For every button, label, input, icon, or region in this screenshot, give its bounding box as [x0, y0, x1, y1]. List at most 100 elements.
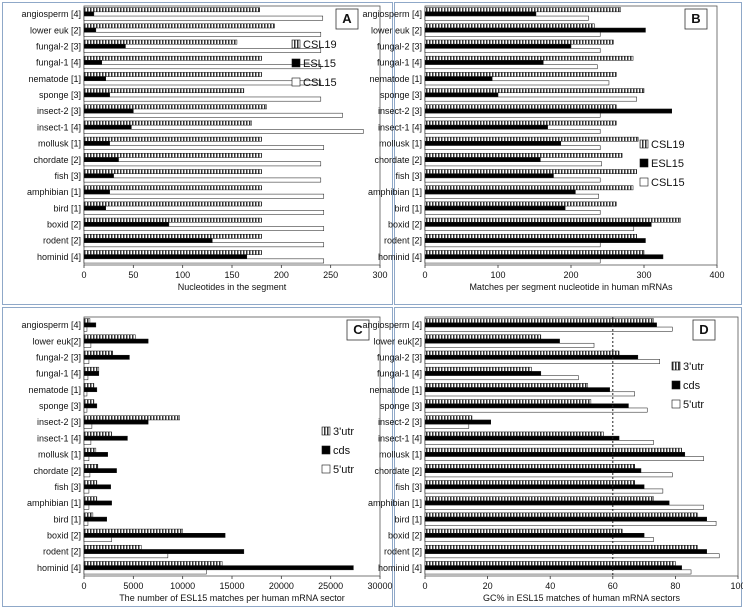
bar-cds — [424, 354, 639, 360]
category-label: insect-1 [4] — [378, 122, 422, 132]
category-label: fungal-2 [3] — [377, 352, 422, 362]
bar-esl15 — [424, 254, 664, 260]
bar-3utr — [83, 431, 112, 437]
bar-3utr — [424, 399, 592, 405]
x-tick-label: 80 — [670, 581, 680, 591]
legend-label: 5'utr — [333, 464, 354, 476]
bar-csl19 — [424, 104, 617, 110]
category-label: lower euk [2] — [30, 25, 81, 35]
bar-esl15 — [424, 189, 576, 195]
category-label: insect-1 [4] — [378, 433, 422, 443]
bar-csl19 — [83, 55, 262, 61]
bar-csl15 — [424, 210, 601, 215]
bar-3utr — [424, 512, 698, 518]
bar-esl15 — [83, 124, 132, 130]
bar-csl15 — [83, 129, 364, 134]
category-label: hominid [4] — [37, 252, 81, 262]
category-label: chordate [2] — [33, 155, 81, 165]
x-tick-label: 250 — [323, 270, 338, 280]
bar-csl19 — [83, 169, 262, 174]
legend-swatch — [639, 139, 649, 149]
bar-csl19 — [83, 185, 262, 191]
x-axis-label: Matches per segment nucleotide in human … — [469, 282, 673, 292]
x-tick-label: 25000 — [318, 581, 343, 591]
x-tick-label: 200 — [563, 270, 578, 280]
panel-D: angiosperm [4] lower euk[2] fungal-2 [3] fu… — [362, 307, 743, 607]
bar-csl19 — [83, 39, 238, 45]
category-label: fish [3] — [395, 171, 422, 181]
bar-5utr — [424, 423, 470, 429]
x-tick-label: 10000 — [170, 581, 195, 591]
category-label: fungal-1 [4] — [377, 58, 422, 68]
category-label: chordate [2] — [374, 466, 422, 476]
bar-esl15 — [83, 141, 110, 146]
category-label: bird [1] — [53, 514, 81, 524]
bar-csl15 — [424, 258, 601, 264]
bar-cds — [424, 533, 645, 538]
bar-csl15 — [83, 177, 322, 183]
bar-esl15 — [83, 173, 114, 179]
bar-5utr — [83, 423, 93, 429]
bar-csl19 — [424, 217, 681, 223]
bar-cds — [424, 516, 707, 522]
bar-csl15 — [424, 31, 601, 37]
bar-5utr — [83, 375, 89, 381]
bar-3utr — [83, 544, 142, 550]
bar-csl19 — [83, 201, 262, 207]
panel-letter-box — [346, 319, 370, 341]
bar-csl19 — [83, 153, 262, 158]
x-tick-label: 30000 — [367, 581, 392, 591]
bar-cds — [83, 403, 98, 409]
bar-csl15 — [424, 64, 598, 70]
bar-5utr — [424, 521, 717, 526]
bar-3utr — [83, 318, 91, 324]
bar-esl15 — [83, 222, 170, 227]
bar-esl15 — [83, 189, 110, 195]
bar-3utr — [424, 366, 532, 372]
bar-csl19 — [424, 185, 634, 191]
bar-5utr — [424, 504, 704, 510]
bar-esl15 — [424, 124, 548, 130]
bar-esl15 — [83, 92, 110, 98]
bar-csl19 — [424, 136, 639, 142]
bar-5utr — [83, 488, 90, 494]
bar-csl15 — [424, 145, 601, 150]
category-label: amphibian [1] — [27, 187, 81, 197]
x-tick-label: 100 — [175, 270, 190, 280]
category-label: amphibian [1] — [368, 187, 422, 197]
bar-3utr — [424, 464, 635, 469]
category-label: boxid [2] — [47, 220, 81, 230]
bar-csl19 — [424, 39, 614, 45]
category-label: insect-1 [4] — [37, 433, 81, 443]
bar-5utr — [83, 407, 88, 413]
bar-esl15 — [83, 108, 134, 114]
bar-5utr — [83, 472, 91, 478]
bar-cds — [83, 354, 130, 360]
legend-swatch — [321, 445, 331, 455]
bar-csl15 — [83, 226, 325, 231]
panel-A: angiosperm [4] lower euk [2] fungal-2 [3] f… — [2, 2, 393, 305]
bar-3utr — [424, 528, 623, 534]
x-tick-label: 300 — [636, 270, 651, 280]
x-tick-label: 0 — [81, 270, 86, 280]
category-label: nematode [1] — [369, 74, 422, 84]
legend-swatch — [671, 399, 681, 409]
bar-csl19 — [83, 217, 262, 223]
category-label: insect-2 [3] — [378, 417, 422, 427]
panel-frame — [2, 2, 393, 305]
bar-csl19 — [83, 250, 262, 255]
bar-5utr — [424, 553, 720, 559]
bar-5utr — [83, 521, 89, 526]
bar-5utr — [424, 407, 648, 413]
category-label: sponge [3] — [380, 90, 422, 100]
bar-5utr — [424, 391, 635, 397]
bar-5utr — [83, 553, 169, 559]
panel-letter: D — [699, 322, 708, 337]
bar-esl15 — [83, 27, 97, 33]
x-tick-label: 200 — [274, 270, 289, 280]
bar-csl19 — [83, 104, 267, 110]
bar-5utr — [424, 537, 654, 542]
category-label: nematode [1] — [369, 385, 422, 395]
bar-3utr — [424, 383, 589, 388]
